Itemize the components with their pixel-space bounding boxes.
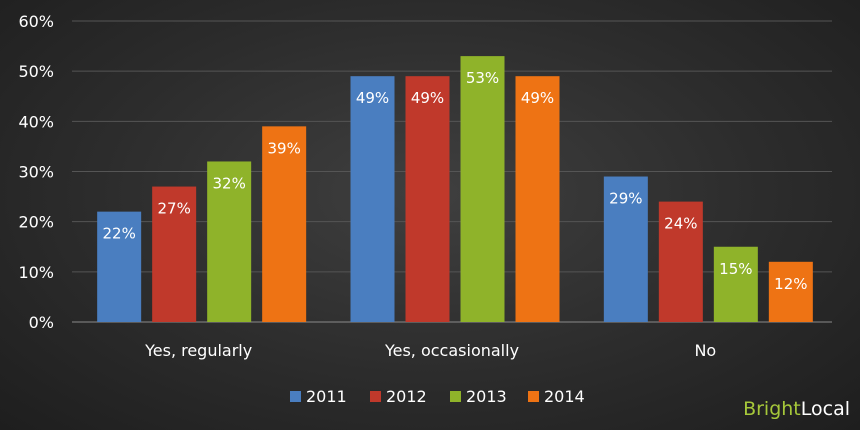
- data-label: 49%: [356, 89, 389, 107]
- bar-2013-1: [460, 56, 505, 322]
- bar-2014-0: [262, 126, 307, 322]
- data-label: 24%: [664, 215, 697, 233]
- y-tick-label: 10%: [18, 263, 54, 282]
- y-tick-label: 30%: [18, 163, 54, 182]
- bar-2011-2: [603, 176, 648, 322]
- brightlocal-logo: BrightLocal: [743, 398, 850, 420]
- bar-2011-1: [350, 76, 395, 322]
- bar-2012-1: [405, 76, 450, 322]
- gridlines: [72, 20, 832, 323]
- x-category-label: Yes, regularly: [144, 341, 252, 360]
- data-label: 29%: [609, 190, 642, 208]
- y-axis: 0% 10% 20% 30% 40% 50% 60%: [18, 12, 54, 332]
- y-tick-label: 0%: [29, 313, 54, 332]
- data-label: 53%: [466, 69, 499, 87]
- bar-2012-2: [658, 201, 703, 322]
- y-tick-label: 40%: [18, 112, 54, 131]
- y-tick-label: 50%: [18, 62, 54, 81]
- bars: [97, 56, 813, 322]
- legend-label: 2011: [306, 387, 347, 406]
- y-tick-label: 60%: [18, 12, 54, 31]
- bar-2014-1: [515, 76, 560, 322]
- bar-2012-0: [152, 186, 197, 322]
- data-label: 27%: [157, 200, 190, 218]
- legend: 2011 2012 2013 2014: [290, 387, 585, 406]
- x-category-label: Yes, occasionally: [384, 341, 519, 360]
- data-labels: 22% 27% 32% 39% 49% 49% 53% 49% 29% 24% 15% 12%: [102, 69, 807, 293]
- legend-swatch-2013: [450, 391, 461, 402]
- data-label: 15%: [719, 260, 752, 278]
- legend-swatch-2011: [290, 391, 301, 402]
- bar-2014-2: [768, 261, 813, 322]
- data-label: 39%: [267, 139, 300, 157]
- bar-2013-2: [713, 246, 758, 322]
- legend-label: 2013: [466, 387, 507, 406]
- data-label: 49%: [521, 89, 554, 107]
- legend-label: 2012: [386, 387, 427, 406]
- legend-swatch-2014: [528, 391, 539, 402]
- legend-label: 2014: [544, 387, 585, 406]
- data-label: 12%: [774, 275, 807, 293]
- bar-2013-0: [207, 161, 252, 322]
- x-axis: Yes, regularly Yes, occasionally No: [144, 341, 716, 360]
- data-label: 22%: [102, 225, 135, 243]
- data-label: 32%: [212, 174, 245, 192]
- y-tick-label: 20%: [18, 213, 54, 232]
- legend-swatch-2012: [370, 391, 381, 402]
- data-label: 49%: [411, 89, 444, 107]
- x-category-label: No: [694, 341, 716, 360]
- bar-2011-0: [97, 211, 142, 322]
